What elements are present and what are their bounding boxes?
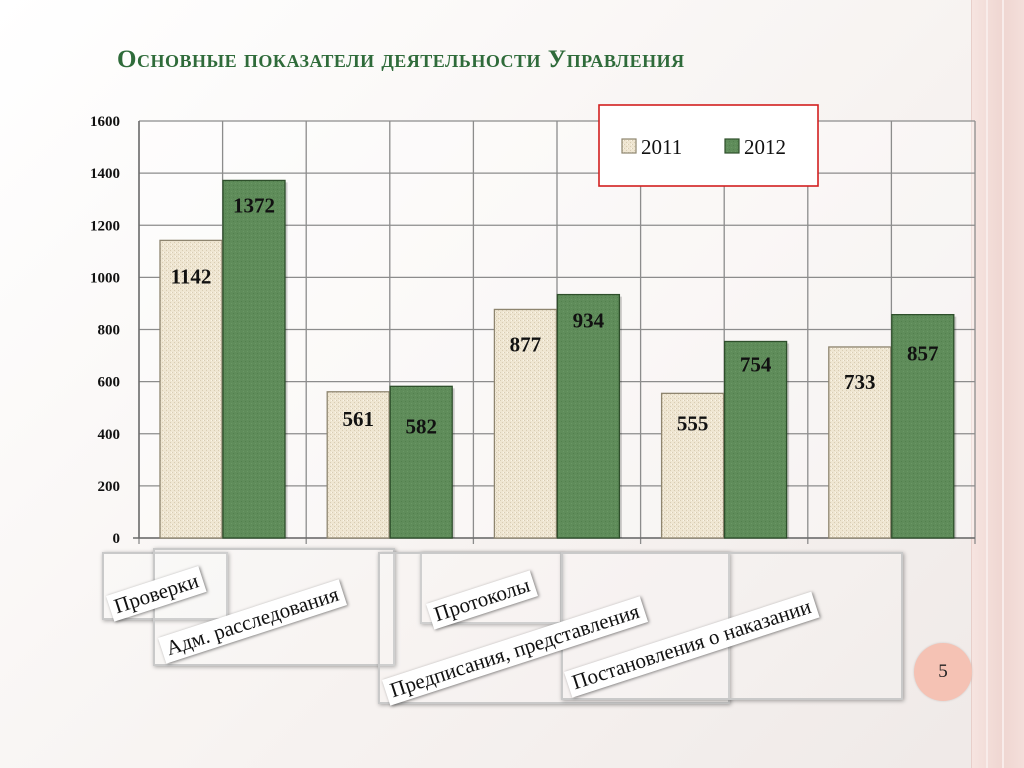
legend-label-2011: 2011 [641,135,682,159]
legend-swatch-2011 [621,138,637,154]
bar-2011 [660,392,725,539]
decorative-side-border [971,0,1024,768]
bar-2011 [828,346,892,539]
slide-title: Основные показатели деятельности Управле… [117,46,685,73]
data-label: 754 [740,352,772,376]
bar-2011 [493,308,558,539]
bar-2011 [159,239,223,539]
data-label: 1142 [171,264,212,288]
bar-2011 [326,391,390,539]
y-tick-label: 800 [98,323,121,339]
y-tick-label: 1200 [90,218,120,234]
y-tick-label: 1400 [90,166,120,182]
bar-2012 [222,179,286,539]
data-label: 857 [907,342,939,366]
data-label: 1372 [233,193,275,217]
y-tick-label: 200 [98,479,121,495]
bar-2012 [891,313,955,539]
data-label: 561 [342,407,374,431]
data-label: 877 [510,332,542,356]
data-label: 733 [844,370,876,394]
page-number-badge: 5 [914,643,972,701]
y-tick-label: 1600 [90,114,120,130]
y-tick-label: 0 [113,531,121,547]
data-label: 582 [405,414,437,438]
bar-2012 [389,385,453,539]
legend-swatch-2012 [724,138,740,154]
data-label: 555 [677,411,709,435]
bar-2012 [723,340,788,539]
y-tick-label: 400 [98,427,121,443]
data-label: 934 [573,309,605,333]
y-tick-label: 1000 [90,270,120,286]
bar-2012 [556,293,621,539]
y-tick-label: 600 [98,375,121,391]
legend-label-2012: 2012 [744,135,786,159]
